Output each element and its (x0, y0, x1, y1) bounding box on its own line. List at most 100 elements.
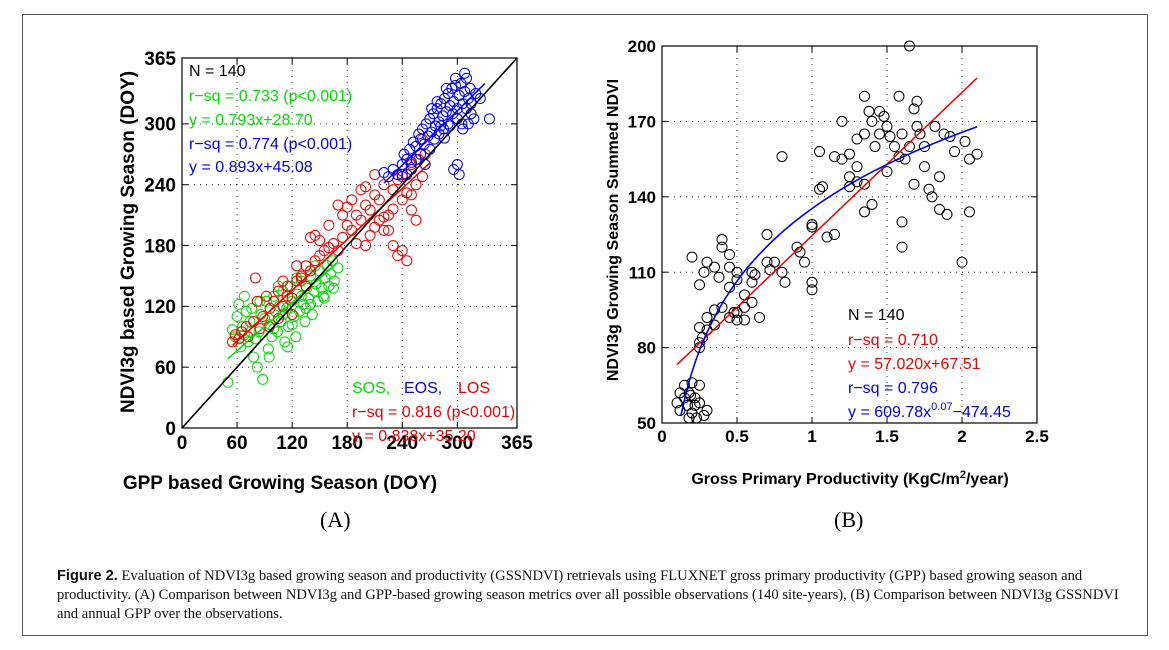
panel-b-ticks (661, 45, 1038, 424)
y-tick-label: 300 (144, 115, 176, 136)
data-point-observations (746, 266, 758, 278)
panel-a-x-axis-label: GPP based Growing Season (DOY) (123, 473, 437, 494)
data-point-sos (238, 290, 250, 302)
data-point-sos (327, 255, 339, 267)
data-point-observations (881, 120, 893, 132)
data-point-los (405, 204, 417, 216)
data-point-observations (701, 311, 713, 323)
eos-fit-line (383, 83, 486, 184)
panel-a-tick-labels: 0 60 120 180 240 300 365 0 60 120 180 240 300 365 (144, 49, 533, 454)
data-point-observations (869, 141, 881, 153)
panel-a-axes-box (181, 57, 518, 429)
data-point-sos (251, 361, 263, 373)
data-point-observations (896, 128, 908, 140)
data-point-sos (246, 302, 258, 314)
data-point-eos (446, 82, 458, 94)
panel-b-power-eq-tail: −474.45 (953, 404, 1011, 421)
data-point-los (355, 214, 367, 226)
data-point-observations (866, 198, 878, 210)
caption-label: Figure 2. (57, 568, 118, 584)
data-point-los (378, 224, 390, 236)
data-point-observations (776, 151, 788, 163)
data-point-los (346, 194, 358, 206)
data-point-eos (459, 67, 471, 79)
panel-a-eos-equation: y = 0.893x+45.08 (189, 159, 313, 176)
panel-b-linear-r2: r−sq = 0.710 (848, 332, 938, 349)
data-point-observations (806, 276, 818, 288)
data-point-observations (746, 296, 758, 308)
data-point-observations (896, 241, 908, 253)
x-tick-label: 0.5 (725, 427, 749, 446)
caption-text: Evaluation of NDVI3g based growing seaso… (57, 568, 1119, 622)
data-point-sos (304, 298, 316, 310)
data-point-observations (908, 103, 920, 115)
data-point-sos (293, 305, 305, 317)
data-point-observations (731, 314, 743, 326)
data-point-los (323, 219, 335, 231)
data-point-eos (426, 103, 438, 115)
data-point-los (364, 229, 376, 241)
panel-a-eos-r2: r−sq = 0.774 (p<0.001) (189, 136, 352, 153)
data-point-observations (686, 377, 698, 389)
panel-b-tag: (B) (834, 507, 864, 532)
x-tick-label: 2.5 (1025, 427, 1049, 446)
x-tick-label: 60 (226, 433, 247, 454)
data-point-observations (919, 161, 930, 173)
data-point-los (396, 245, 408, 257)
data-point-sos (282, 341, 294, 353)
data-point-observations (674, 404, 686, 416)
panel-b: 0 0.5 1 1.5 2 2.5 50 80 110 140 170 200 Gross Prima… (605, 37, 1049, 488)
data-point-observations (896, 216, 908, 228)
data-point-los (373, 214, 385, 226)
data-point-observations (709, 304, 720, 316)
sos-fit-line (227, 261, 339, 360)
data-point-observations (859, 206, 870, 218)
x-tick-label: 2 (957, 427, 966, 446)
data-point-observations (829, 229, 840, 240)
data-point-observations (731, 274, 743, 286)
data-point-observations (971, 148, 983, 160)
x-tick-label: 1.5 (875, 427, 899, 446)
x-tick-label: 300 (441, 433, 473, 454)
data-point-observations (866, 115, 878, 127)
y-tick-label: 170 (628, 113, 656, 132)
data-point-observations (964, 206, 975, 218)
data-point-sos (248, 351, 260, 363)
panel-b-power-r2: r−sq = 0.796 (848, 380, 938, 397)
panel-b-n-annotation: N = 140 (848, 307, 905, 324)
data-point-los (373, 194, 385, 206)
data-point-sos (235, 341, 247, 353)
data-point-sos (279, 336, 291, 348)
data-point-eos (450, 72, 462, 84)
y-tick-label: 200 (628, 37, 656, 56)
data-point-los (277, 275, 289, 287)
data-point-observations (851, 176, 863, 188)
data-point-sos (318, 292, 330, 304)
data-point-eos (404, 143, 416, 155)
data-point-observations (806, 218, 818, 230)
data-point-observations (929, 120, 941, 132)
panel-b-axes-box (661, 45, 1038, 424)
data-point-sos (290, 331, 302, 343)
data-point-observations (761, 256, 773, 268)
panel-a-legend-los: LOS (458, 380, 490, 397)
panel-b-x-label-superscript: 2 (960, 469, 966, 481)
data-point-los (251, 295, 263, 307)
data-point-observations (859, 90, 870, 102)
data-point-observations (893, 90, 905, 102)
data-point-observations (908, 178, 920, 190)
linear-fit-line (676, 77, 978, 366)
data-point-observations (926, 191, 938, 203)
panel-a-n-annotation: N = 140 (189, 63, 246, 80)
data-point-los (383, 224, 395, 236)
data-point-observations (814, 183, 825, 195)
data-point-observations (761, 229, 773, 240)
data-point-eos (431, 96, 443, 108)
panel-a: 0 60 120 180 240 300 365 0 60 120 180 240 300 365 GPP… (118, 49, 533, 494)
panel-a-fit-lines (181, 57, 518, 429)
panel-b-power-equation: y = 609.78x0.07−474.45 (848, 401, 1011, 421)
one-to-one-line (181, 57, 518, 429)
y-tick-label: 365 (144, 49, 176, 70)
data-point-los (257, 310, 269, 322)
